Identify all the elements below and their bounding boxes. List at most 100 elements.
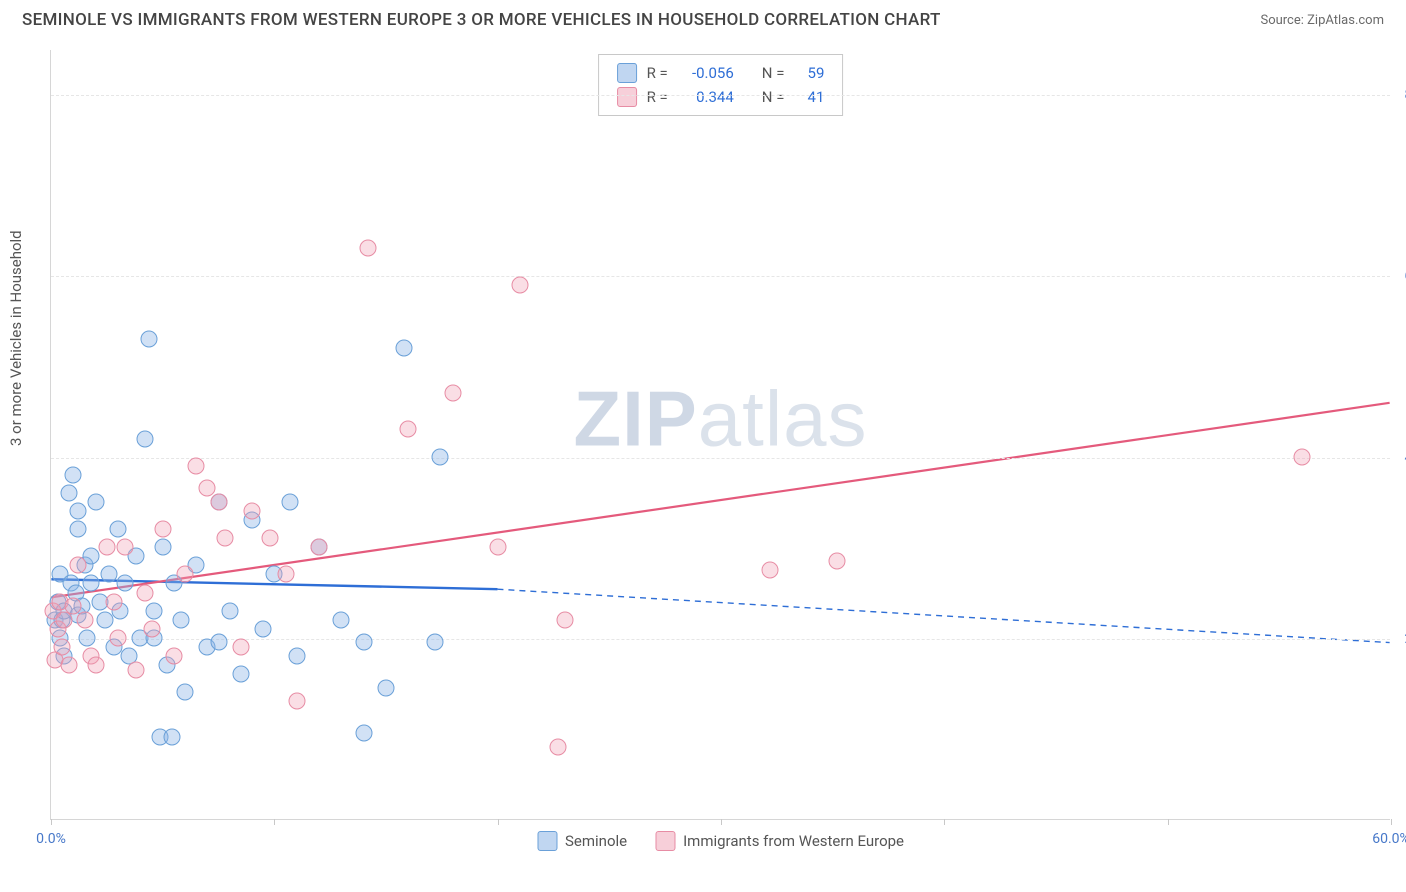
scatter-point-seminole	[60, 484, 77, 501]
stats-legend-box: R = -0.056 N = 59 R = 0.344 N = 41	[598, 54, 844, 116]
x-tick	[944, 819, 945, 825]
scatter-point-western_europe	[489, 539, 506, 556]
n-label: N =	[762, 61, 785, 85]
scatter-point-western_europe	[288, 693, 305, 710]
watermark-light: atlas	[698, 375, 868, 463]
scatter-point-seminole	[210, 634, 227, 651]
scatter-point-seminole	[154, 539, 171, 556]
n-value-we: 41	[794, 85, 824, 109]
scatter-point-seminole	[163, 729, 180, 746]
y-tick-label: 80.0%	[1394, 87, 1406, 103]
scatter-point-seminole	[78, 629, 95, 646]
scatter-point-western_europe	[277, 566, 294, 583]
scatter-point-western_europe	[210, 493, 227, 510]
y-axis-label: 3 or more Vehicles in Household	[7, 230, 25, 446]
scatter-point-seminole	[431, 448, 448, 465]
scatter-point-seminole	[136, 430, 153, 447]
scatter-point-western_europe	[232, 638, 249, 655]
scatter-point-seminole	[101, 566, 118, 583]
grid-line	[51, 639, 1390, 640]
scatter-point-western_europe	[512, 276, 529, 293]
scatter-point-western_europe	[154, 521, 171, 538]
scatter-point-western_europe	[69, 557, 86, 574]
scatter-point-seminole	[145, 602, 162, 619]
r-label: R =	[647, 61, 668, 85]
scatter-point-western_europe	[116, 539, 133, 556]
scatter-point-seminole	[96, 611, 113, 628]
scatter-point-western_europe	[360, 240, 377, 257]
y-tick-label: 40.0%	[1394, 450, 1406, 466]
scatter-point-western_europe	[244, 503, 261, 520]
scatter-point-seminole	[288, 647, 305, 664]
chart-source: Source: ZipAtlas.com	[1260, 13, 1384, 28]
scatter-point-seminole	[427, 634, 444, 651]
swatch-blue	[617, 63, 637, 83]
scatter-point-seminole	[141, 330, 158, 347]
scatter-point-seminole	[221, 602, 238, 619]
scatter-point-western_europe	[400, 421, 417, 438]
swatch-pink	[617, 87, 637, 107]
scatter-point-western_europe	[762, 561, 779, 578]
scatter-point-western_europe	[76, 611, 93, 628]
scatter-point-seminole	[83, 575, 100, 592]
x-tick	[721, 819, 722, 825]
swatch-pink	[655, 831, 675, 851]
scatter-point-western_europe	[188, 457, 205, 474]
scatter-point-western_europe	[217, 530, 234, 547]
x-tick	[498, 819, 499, 825]
chart-plot-area: ZIPatlas R = -0.056 N = 59 R = 0.344 N =…	[50, 50, 1390, 820]
scatter-point-western_europe	[165, 647, 182, 664]
scatter-point-western_europe	[445, 385, 462, 402]
trend-line-dash-seminole	[497, 589, 1389, 642]
chart-title: SEMINOLE VS IMMIGRANTS FROM WESTERN EURO…	[22, 10, 941, 30]
scatter-point-seminole	[355, 724, 372, 741]
scatter-point-seminole	[255, 620, 272, 637]
scatter-point-seminole	[333, 611, 350, 628]
scatter-point-seminole	[281, 493, 298, 510]
x-tick	[1168, 819, 1169, 825]
grid-line	[51, 95, 1390, 96]
scatter-point-seminole	[172, 611, 189, 628]
series-legend: Seminole Immigrants from Western Europe	[537, 831, 904, 851]
x-tick-label: 60.0%	[1372, 831, 1406, 847]
scatter-point-seminole	[69, 503, 86, 520]
x-tick	[274, 819, 275, 825]
x-tick-label: 0.0%	[36, 831, 66, 847]
scatter-point-western_europe	[136, 584, 153, 601]
r-label: R =	[647, 85, 668, 109]
scatter-point-western_europe	[87, 657, 104, 674]
scatter-point-western_europe	[110, 629, 127, 646]
scatter-point-western_europe	[1293, 448, 1310, 465]
watermark: ZIPatlas	[573, 374, 867, 465]
y-tick-label: 60.0%	[1394, 268, 1406, 284]
legend-item-we: Immigrants from Western Europe	[655, 831, 904, 851]
scatter-point-western_europe	[143, 620, 160, 637]
n-value-seminole: 59	[794, 61, 824, 85]
chart-header: SEMINOLE VS IMMIGRANTS FROM WESTERN EURO…	[0, 0, 1406, 38]
scatter-point-western_europe	[105, 593, 122, 610]
scatter-point-western_europe	[60, 657, 77, 674]
scatter-point-western_europe	[311, 539, 328, 556]
y-tick-label: 20.0%	[1394, 631, 1406, 647]
scatter-point-seminole	[395, 339, 412, 356]
scatter-point-seminole	[116, 575, 133, 592]
r-value-seminole: -0.056	[678, 61, 734, 85]
scatter-point-western_europe	[177, 566, 194, 583]
scatter-point-western_europe	[829, 552, 846, 569]
legend-item-seminole: Seminole	[537, 831, 627, 851]
scatter-point-western_europe	[98, 539, 115, 556]
scatter-point-seminole	[232, 666, 249, 683]
scatter-point-seminole	[378, 679, 395, 696]
r-value-we: 0.344	[678, 85, 734, 109]
scatter-point-western_europe	[261, 530, 278, 547]
scatter-point-western_europe	[127, 661, 144, 678]
scatter-point-western_europe	[54, 638, 71, 655]
x-tick	[1391, 819, 1392, 825]
scatter-point-seminole	[110, 521, 127, 538]
scatter-point-seminole	[87, 493, 104, 510]
stats-row-seminole: R = -0.056 N = 59	[617, 61, 825, 85]
swatch-blue	[537, 831, 557, 851]
stats-row-we: R = 0.344 N = 41	[617, 85, 825, 109]
n-label: N =	[762, 85, 785, 109]
legend-label-seminole: Seminole	[565, 832, 627, 850]
